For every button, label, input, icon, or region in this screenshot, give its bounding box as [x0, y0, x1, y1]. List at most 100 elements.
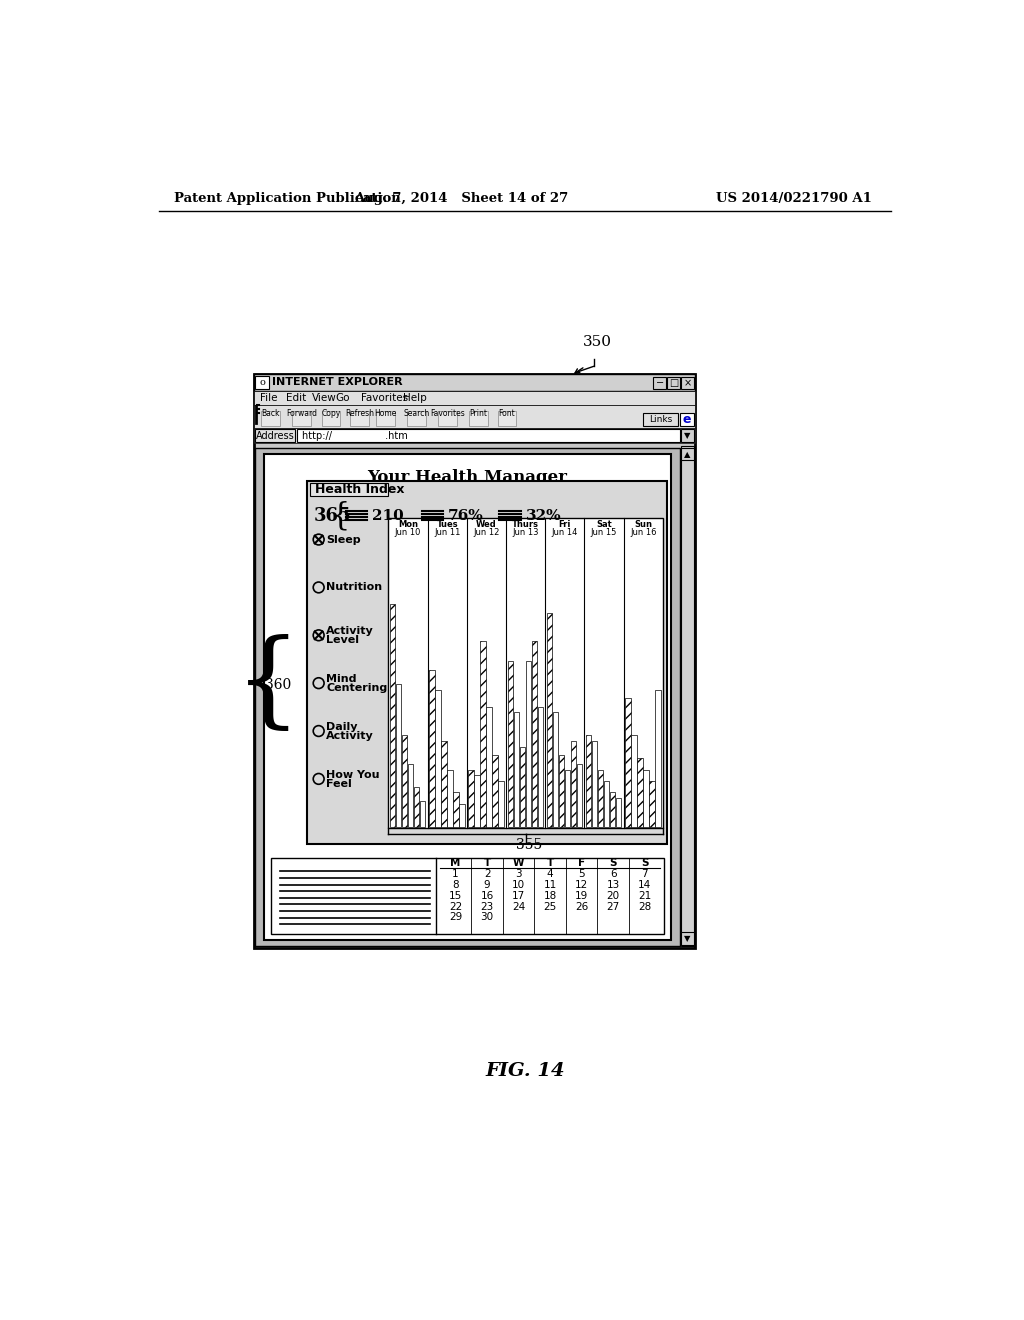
- Bar: [468, 770, 474, 826]
- Bar: [631, 735, 637, 826]
- Bar: [592, 741, 597, 826]
- Text: S: S: [609, 858, 616, 869]
- Bar: [390, 605, 395, 826]
- Bar: [297, 429, 680, 442]
- Bar: [493, 755, 498, 826]
- Text: 355: 355: [515, 838, 542, 853]
- Text: Activity: Activity: [327, 731, 374, 741]
- Text: 20: 20: [606, 891, 620, 900]
- Text: Home: Home: [374, 409, 396, 417]
- Bar: [598, 770, 603, 826]
- Bar: [681, 429, 693, 442]
- Text: Mon: Mon: [398, 520, 418, 529]
- Bar: [586, 735, 591, 826]
- Text: Aug. 7, 2014   Sheet 14 of 27: Aug. 7, 2014 Sheet 14 of 27: [354, 191, 568, 205]
- Text: ▼: ▼: [684, 935, 691, 942]
- Text: 28: 28: [638, 902, 651, 912]
- Text: Back: Back: [261, 409, 280, 417]
- Bar: [407, 411, 426, 426]
- Text: 9: 9: [483, 880, 490, 890]
- Text: 3: 3: [515, 869, 522, 879]
- Text: Wed: Wed: [476, 520, 497, 529]
- Text: Nutrition: Nutrition: [327, 582, 383, 593]
- Bar: [653, 378, 666, 389]
- Bar: [681, 378, 693, 389]
- Text: 23: 23: [480, 902, 494, 912]
- Text: −: −: [655, 379, 664, 388]
- Bar: [538, 706, 543, 826]
- Bar: [680, 413, 693, 426]
- Text: Copy: Copy: [322, 409, 341, 417]
- Text: Jun 12: Jun 12: [473, 528, 500, 537]
- Bar: [681, 932, 693, 945]
- Text: Forward: Forward: [286, 409, 317, 417]
- Bar: [643, 413, 678, 426]
- Bar: [577, 764, 583, 826]
- Bar: [414, 787, 420, 826]
- Text: 27: 27: [606, 902, 620, 912]
- Bar: [486, 706, 492, 826]
- Text: 360: 360: [264, 677, 291, 692]
- Bar: [681, 447, 693, 461]
- Text: Thurs: Thurs: [512, 520, 539, 529]
- Text: Daily: Daily: [327, 722, 358, 733]
- Text: US 2014/0221790 A1: US 2014/0221790 A1: [716, 191, 872, 205]
- Bar: [438, 411, 457, 426]
- Text: 1: 1: [453, 869, 459, 879]
- Bar: [655, 689, 660, 826]
- Bar: [447, 770, 453, 826]
- Text: Sat: Sat: [596, 520, 611, 529]
- Bar: [429, 669, 434, 826]
- Bar: [565, 770, 570, 826]
- Text: 13: 13: [606, 880, 620, 890]
- Text: {: {: [236, 634, 302, 735]
- Bar: [350, 411, 369, 426]
- Text: Jun 14: Jun 14: [552, 528, 578, 537]
- Text: {: {: [331, 500, 349, 531]
- Text: 14: 14: [638, 880, 651, 890]
- Text: Help: Help: [403, 393, 427, 403]
- Bar: [643, 770, 648, 826]
- Text: Jun 11: Jun 11: [434, 528, 461, 537]
- Text: 17: 17: [512, 891, 525, 900]
- Text: Your Health Manager: Your Health Manager: [368, 469, 567, 486]
- Text: 10: 10: [512, 880, 525, 890]
- Text: View: View: [311, 393, 337, 403]
- Text: 4: 4: [547, 869, 553, 879]
- Bar: [254, 391, 695, 405]
- Text: Sun: Sun: [634, 520, 652, 529]
- Text: 29: 29: [449, 912, 462, 923]
- Bar: [408, 764, 414, 826]
- Bar: [322, 411, 340, 426]
- Text: 30: 30: [480, 912, 494, 923]
- Bar: [559, 755, 564, 826]
- Text: 32%: 32%: [525, 508, 561, 523]
- Text: T: T: [547, 858, 554, 869]
- Bar: [668, 378, 680, 389]
- Text: http://                 .htm: http:// .htm: [302, 430, 408, 441]
- Text: Jun 10: Jun 10: [395, 528, 421, 537]
- Text: F: F: [579, 858, 585, 869]
- Text: 25: 25: [544, 902, 557, 912]
- Bar: [547, 612, 552, 826]
- Text: File: File: [260, 393, 278, 403]
- Text: FIG. 14: FIG. 14: [485, 1061, 564, 1080]
- Bar: [310, 483, 388, 496]
- Text: T: T: [483, 858, 490, 869]
- Text: Level: Level: [327, 635, 359, 645]
- Text: How You: How You: [327, 770, 380, 780]
- Text: □: □: [669, 379, 678, 388]
- Text: 365: 365: [313, 507, 351, 524]
- Text: Address: Address: [256, 430, 295, 441]
- Text: 24: 24: [512, 902, 525, 912]
- Text: Mind: Mind: [327, 675, 357, 684]
- Text: 76%: 76%: [449, 508, 483, 523]
- Bar: [441, 741, 446, 826]
- Text: 12: 12: [575, 880, 588, 890]
- Bar: [649, 781, 654, 826]
- Text: Print: Print: [469, 409, 487, 417]
- Bar: [254, 405, 695, 428]
- Bar: [264, 454, 671, 940]
- Text: o: o: [259, 378, 265, 387]
- Text: Refresh: Refresh: [345, 409, 374, 417]
